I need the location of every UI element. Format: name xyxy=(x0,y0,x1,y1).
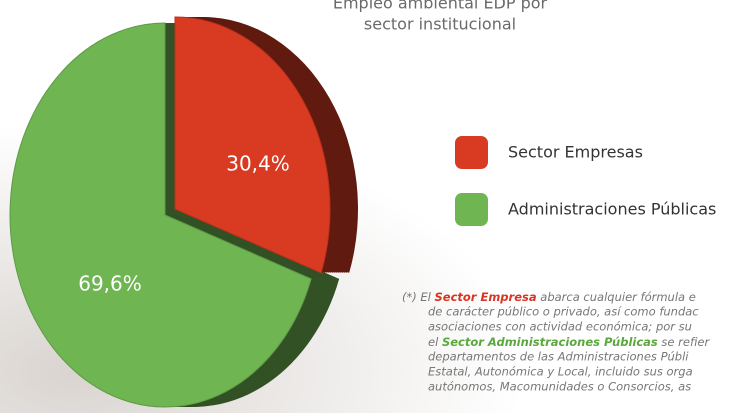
legend-label: Administraciones Públicas xyxy=(508,200,716,219)
value-label: 30,4% xyxy=(226,152,290,176)
footnote-line: departamentos de las Administraciones Pú… xyxy=(428,350,689,364)
footnote-text: (*) El xyxy=(402,290,435,304)
footnote-line: el Sector Administraciones Públicas se r… xyxy=(428,335,710,349)
footnote-line: asociaciones con actividad económica; po… xyxy=(428,320,692,334)
footnote-text: abarca cualquier fórmula e xyxy=(537,290,696,304)
footnote-text: se refier xyxy=(658,335,711,349)
value-label: 69,6% xyxy=(78,272,142,296)
chart-title: sector institucional xyxy=(364,15,516,34)
footnote-line: autónomos, Macomunidades o Consorcios, a… xyxy=(428,380,691,394)
legend-label: Sector Empresas xyxy=(508,143,643,162)
legend-swatch xyxy=(455,193,488,226)
footnote-text: el xyxy=(428,335,442,349)
footnote-line: de carácter público o privado, así como … xyxy=(428,305,699,319)
chart: 30,4% 69,6% Empleo ambiental EDP por sect… xyxy=(0,0,747,413)
footnote-emphasis: Sector Empresa xyxy=(435,290,537,304)
page: {"chart_data": {"type": "pie", "title_li… xyxy=(0,0,747,413)
footnote-line: (*) El Sector Empresa abarca cualquier f… xyxy=(402,290,696,304)
chart-title: Empleo ambiental EDP por xyxy=(333,0,548,13)
legend-swatch xyxy=(455,136,488,169)
footnote-line: Estatal, Autonómica y Local, incluido su… xyxy=(428,365,693,379)
footnote-emphasis: Sector Administraciones Públicas xyxy=(442,335,658,349)
